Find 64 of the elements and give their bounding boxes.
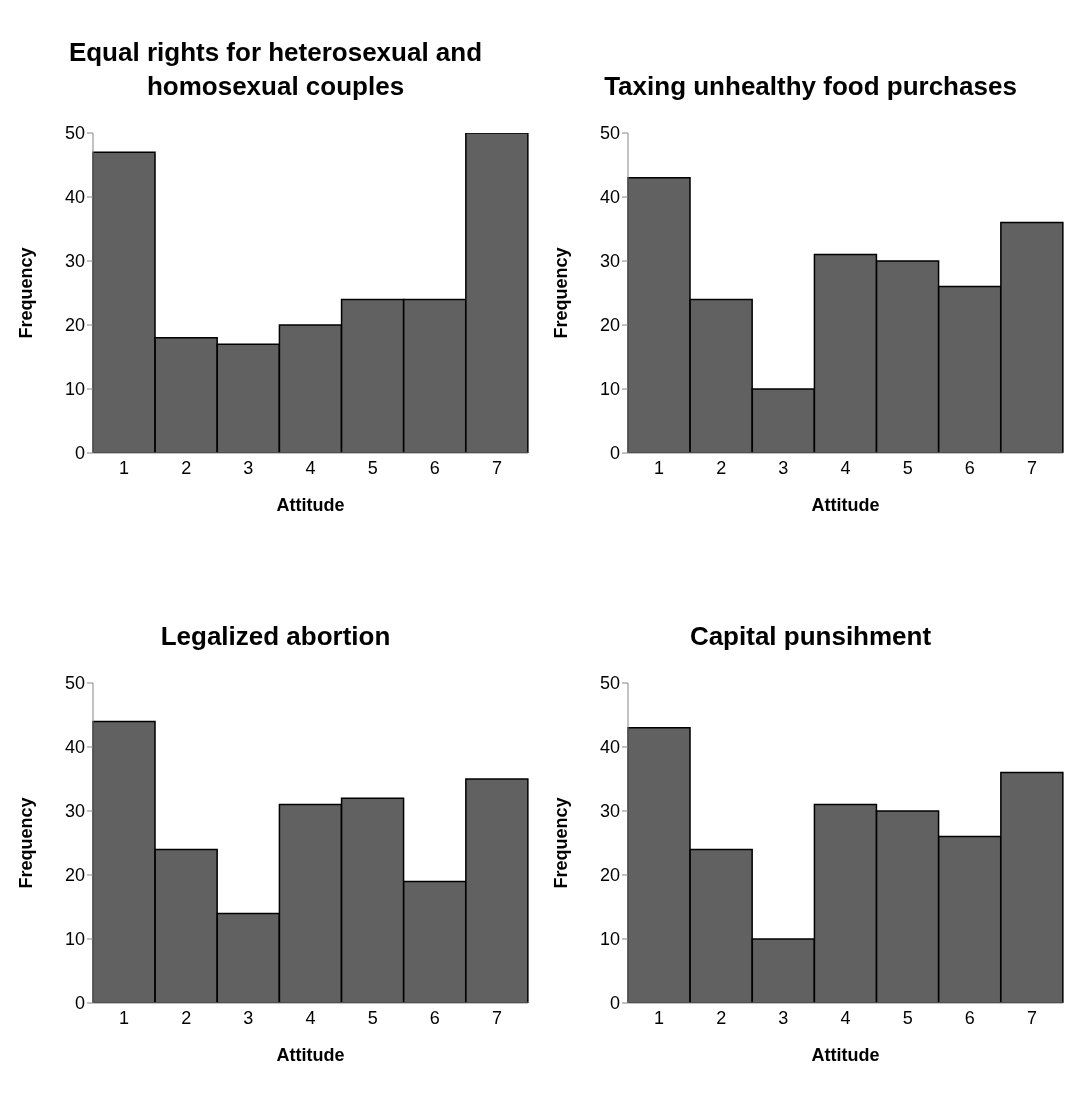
y-tick-label: 30 [599, 251, 620, 272]
y-tick-label: 50 [64, 673, 85, 694]
x-tick-label: 7 [491, 457, 502, 478]
y-axis-title: Frequency [16, 247, 37, 339]
x-tick-label: 1 [119, 1007, 130, 1028]
y-tick-label: 40 [64, 187, 85, 208]
x-tick-label: 5 [367, 1007, 378, 1028]
y-tick-label: 0 [74, 993, 85, 1014]
chart-title: Legalized abortion [159, 620, 392, 653]
x-tick-label: 6 [429, 1007, 440, 1028]
chart-title: Capital punsihment [688, 620, 933, 653]
y-tick-label: 30 [64, 251, 85, 272]
x-tick-label: 4 [305, 457, 316, 478]
x-tick-label: 5 [902, 457, 913, 478]
y-tick-label: 10 [64, 379, 85, 400]
y-tick-label: 30 [599, 801, 620, 822]
x-tick-label: 2 [181, 457, 192, 478]
y-tick-label: 20 [599, 865, 620, 886]
x-tick-label: 2 [181, 1007, 192, 1028]
x-tick-label: 4 [305, 1007, 316, 1028]
y-tick-label: 40 [599, 737, 620, 758]
y-axis-title: Frequency [551, 797, 572, 889]
x-tick-label: 1 [119, 457, 130, 478]
x-tick-label: 5 [902, 1007, 913, 1028]
x-axis-title: Attitude [276, 495, 345, 515]
x-tick-label: 3 [243, 457, 254, 478]
x-tick-label: 5 [367, 457, 378, 478]
x-tick-label: 4 [840, 457, 851, 478]
x-tick-label: 7 [491, 1007, 502, 1028]
y-tick-label: 20 [64, 865, 85, 886]
x-tick-label: 6 [964, 1007, 975, 1028]
y-tick-label: 50 [599, 673, 620, 694]
chart-title: Taxing unhealthy food purchases [603, 70, 1018, 103]
y-tick-label: 40 [64, 737, 85, 758]
x-tick-label: 1 [654, 457, 665, 478]
x-tick-label: 2 [716, 457, 727, 478]
y-tick-label: 40 [599, 187, 620, 208]
x-tick-label: 1 [654, 1007, 665, 1028]
x-tick-label: 7 [1026, 1007, 1037, 1028]
y-axis-title: Frequency [16, 797, 37, 889]
x-tick-label: 7 [1026, 457, 1037, 478]
y-tick-label: 0 [609, 443, 620, 464]
y-tick-label: 20 [64, 315, 85, 336]
y-tick-label: 30 [64, 801, 85, 822]
x-axis-title: Attitude [811, 495, 880, 515]
y-tick-label: 20 [599, 315, 620, 336]
x-tick-label: 4 [840, 1007, 851, 1028]
y-tick-label: 0 [609, 993, 620, 1014]
x-tick-label: 6 [429, 457, 440, 478]
y-tick-label: 0 [74, 443, 85, 464]
x-axis-title: Attitude [811, 1045, 880, 1065]
y-tick-label: 50 [64, 123, 85, 144]
x-tick-label: 2 [716, 1007, 727, 1028]
x-tick-label: 6 [964, 457, 975, 478]
y-tick-label: 50 [599, 123, 620, 144]
x-tick-label: 3 [778, 1007, 789, 1028]
y-tick-label: 10 [599, 929, 620, 950]
chart-title: Equal rights for heterosexual and homosexual couples [67, 36, 484, 103]
y-tick-label: 10 [64, 929, 85, 950]
y-axis-title: Frequency [551, 247, 572, 339]
y-tick-label: 10 [599, 379, 620, 400]
x-axis-title: Attitude [276, 1045, 345, 1065]
x-tick-label: 3 [778, 457, 789, 478]
x-tick-label: 3 [243, 1007, 254, 1028]
